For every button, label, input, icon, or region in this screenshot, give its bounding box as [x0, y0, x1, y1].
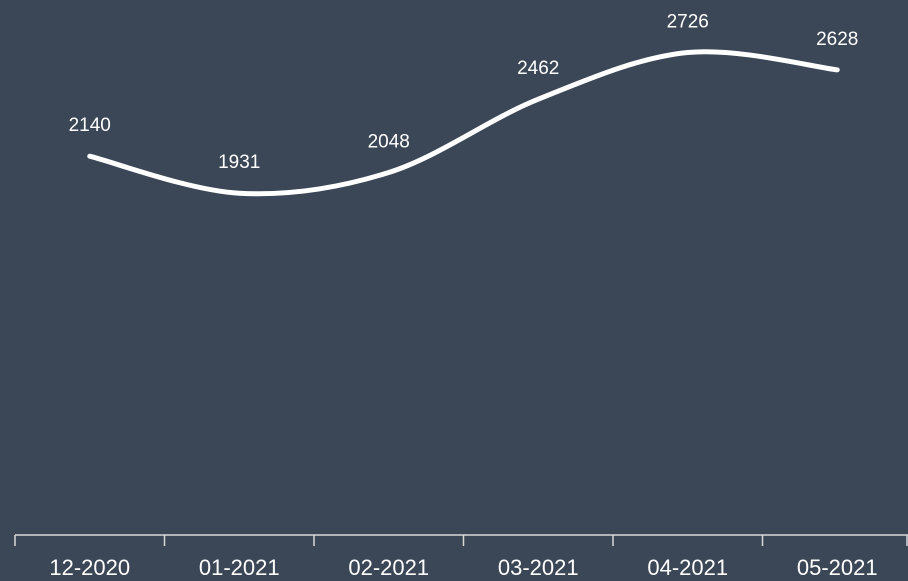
x-tick-label: 02-2021 [348, 555, 429, 580]
value-label: 2140 [69, 115, 111, 136]
x-tick-label: 01-2021 [199, 555, 280, 580]
value-label: 1931 [218, 152, 260, 173]
x-tick-label: 03-2021 [498, 555, 579, 580]
value-label: 2048 [368, 132, 410, 153]
value-label: 2628 [816, 29, 858, 50]
value-label: 2462 [517, 58, 559, 79]
x-tick-label: 04-2021 [647, 555, 728, 580]
value-label: 2726 [667, 12, 709, 33]
line [87, 49, 840, 197]
x-tick-label: 12-2020 [49, 555, 130, 580]
x-tick-label: 05-2021 [797, 555, 878, 580]
